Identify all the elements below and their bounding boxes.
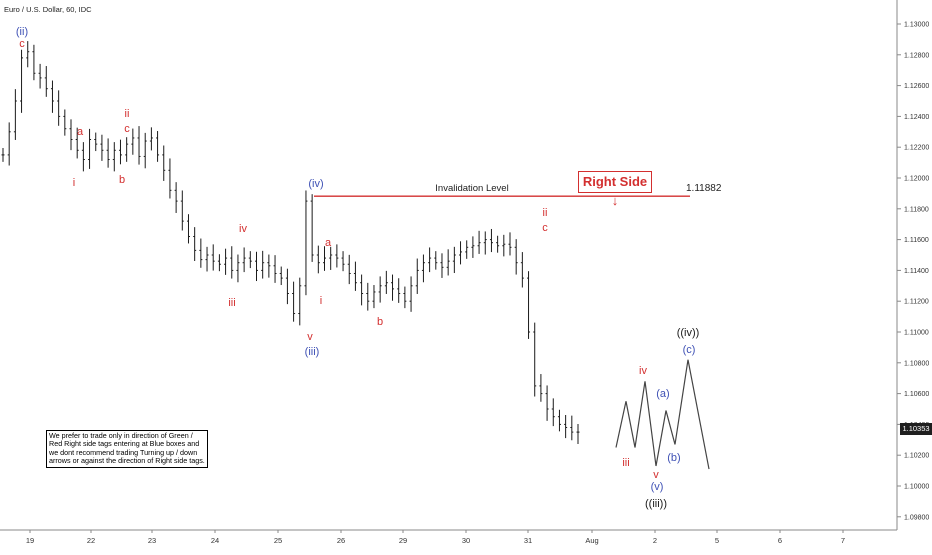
- wave-label: i: [73, 177, 75, 189]
- wave-label: v: [307, 331, 313, 343]
- time-tick-label: 29: [399, 536, 407, 545]
- invalidation-value: 1.11882: [686, 183, 722, 194]
- wave-label: iii: [622, 457, 629, 469]
- price-tick-label: 1.11600: [904, 237, 929, 244]
- time-tick-label: 30: [462, 536, 470, 545]
- disclaimer-box: We prefer to trade only in direction of …: [46, 430, 208, 468]
- wave-labels: (ii)caiiicbiviii(iv)aiv(iii)biiciviiiv(v…: [16, 26, 699, 510]
- price-tick-label: 1.12200: [904, 145, 929, 152]
- price-tick-label: 1.12000: [904, 176, 929, 183]
- projection-line: [615, 359, 710, 470]
- current-price-tag: 1.10353: [900, 423, 932, 435]
- grid: [0, 0, 898, 531]
- invalidation-level: Invalidation Level 1.11882: [314, 183, 722, 197]
- wave-label: (ii): [16, 26, 28, 38]
- price-axis[interactable]: 1.13000 1.12800 1.12600 1.12400 1.12200 1.120…: [897, 22, 929, 522]
- time-tick-label: 2: [653, 536, 657, 545]
- wave-label: a: [325, 237, 332, 249]
- wave-label: ii: [543, 207, 548, 219]
- down-arrow-icon: ↓: [611, 193, 619, 208]
- price-tick-label: 1.10200: [904, 453, 929, 460]
- price-bars: [1, 41, 580, 444]
- price-tick-label: 1.10800: [904, 360, 929, 367]
- price-tick-label: 1.10000: [904, 484, 929, 491]
- right-side-tag: Right Side ↓: [578, 171, 652, 208]
- time-tick-label: 19: [26, 536, 34, 545]
- wave-label: ((iii)): [645, 498, 667, 510]
- wave-label: (a): [656, 388, 669, 400]
- wave-label: ((iv)): [677, 327, 700, 339]
- price-tick-label: 1.12600: [904, 83, 929, 90]
- wave-label: c: [542, 222, 548, 234]
- price-tick-label: 1.12800: [904, 52, 929, 59]
- wave-label: iv: [239, 223, 247, 235]
- projection-path: [615, 359, 710, 470]
- wave-label: b: [377, 316, 383, 328]
- time-tick-label: 23: [148, 536, 156, 545]
- symbol-title: Euro / U.S. Dollar, 60, IDC: [4, 5, 92, 14]
- time-tick-label: 25: [274, 536, 282, 545]
- wave-label: c: [124, 123, 130, 135]
- price-tick-label: 1.13000: [904, 22, 929, 29]
- time-tick-label: 22: [87, 536, 95, 545]
- price-tick-label: 1.11200: [904, 299, 929, 306]
- time-tick-label: 5: [715, 536, 719, 545]
- time-tick-label: 24: [211, 536, 219, 545]
- wave-label: a: [77, 126, 84, 138]
- right-side-label: Right Side: [582, 174, 648, 189]
- price-tick-label: 1.11000: [904, 330, 929, 337]
- price-tick-label: 1.09800: [904, 514, 929, 521]
- price-tick-label: 1.10600: [904, 391, 929, 398]
- invalidation-label: Invalidation Level: [435, 183, 508, 194]
- time-tick-label: 31: [524, 536, 532, 545]
- wave-label: c: [19, 38, 25, 50]
- price-tick-label: 1.12400: [904, 114, 929, 121]
- time-axis[interactable]: 19 22 23 24 25 26 29 30 31 Aug 2 5 6 7: [26, 530, 845, 545]
- wave-label: (c): [683, 344, 696, 356]
- wave-label: b: [119, 174, 125, 186]
- time-tick-label: 6: [778, 536, 782, 545]
- wave-label: i: [320, 295, 322, 307]
- price-tick-label: 1.11400: [904, 268, 929, 275]
- wave-label: iv: [639, 365, 647, 377]
- price-tick-label: 1.11800: [904, 206, 929, 213]
- time-tick-label: 7: [841, 536, 845, 545]
- wave-label: ii: [125, 108, 130, 120]
- wave-label: iii: [228, 297, 235, 309]
- wave-label: (iii): [305, 346, 320, 358]
- wave-label: (b): [667, 452, 680, 464]
- wave-label: v: [653, 469, 659, 481]
- wave-label: (iv): [308, 178, 323, 190]
- time-tick-label: 26: [337, 536, 345, 545]
- wave-label: (v): [651, 481, 664, 493]
- time-tick-label: Aug: [585, 536, 598, 545]
